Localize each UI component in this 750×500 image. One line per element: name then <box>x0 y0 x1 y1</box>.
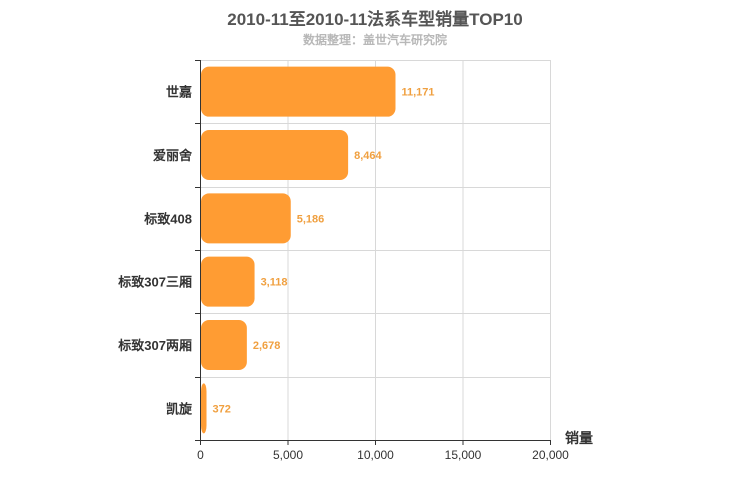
x-tick-label: 5,000 <box>273 448 303 462</box>
category-label: 标致408 <box>143 211 192 226</box>
category-label: 爱丽舍 <box>153 148 193 163</box>
x-tick-label: 10,000 <box>357 448 394 462</box>
x-tick-label: 20,000 <box>532 448 569 462</box>
bar <box>201 66 396 117</box>
category-label: 标致307三厢 <box>117 275 192 290</box>
value-label: 11,171 <box>401 87 434 99</box>
value-label: 3,118 <box>261 277 288 289</box>
x-tick-label: 0 <box>197 448 204 462</box>
chart-title: 2010-11至2010-11法系车型销量TOP10 <box>227 10 523 29</box>
value-label: 2,678 <box>253 340 281 352</box>
value-label: 5,186 <box>297 213 325 225</box>
bar <box>201 130 349 180</box>
bar <box>201 193 291 244</box>
chart-subtitle: 数据整理：盖世汽车研究院 <box>302 33 447 47</box>
value-label: 8,464 <box>354 150 382 162</box>
bar <box>201 256 255 307</box>
category-label: 凯旋 <box>166 401 193 416</box>
category-label: 标致307两厢 <box>117 338 192 353</box>
bar <box>201 320 247 370</box>
bar <box>201 383 207 434</box>
x-tick-label: 15,000 <box>445 448 482 462</box>
value-label: 372 <box>213 403 231 415</box>
x-axis-title: 销量 <box>565 430 593 446</box>
category-label: 世嘉 <box>166 85 192 100</box>
